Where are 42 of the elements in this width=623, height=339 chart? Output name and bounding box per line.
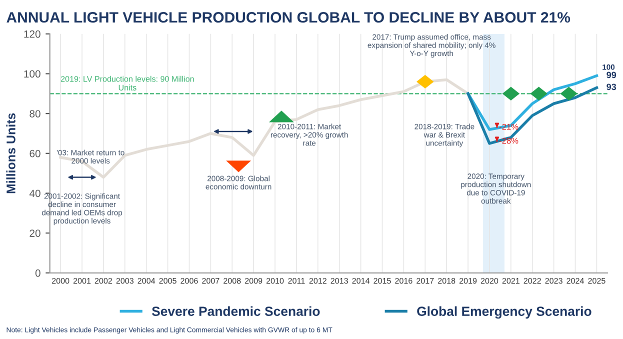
x-tick-label: 2009 [245,278,262,284]
x-tick-label: 2016 [395,278,412,284]
y-tick-label: 80 [30,110,40,118]
x-tick-label: 2022 [524,278,541,284]
y-tick-label: 100 [24,70,40,78]
x-tick-label: 2004 [138,278,156,284]
x-tick-label: 2018 [438,278,456,284]
data-label: 93 [606,84,616,90]
x-tick-label: 2008 [224,278,241,284]
x-tick-label: 2001 [73,278,91,284]
chart-title: ANNUAL LIGHT VEHICLE PRODUCTION GLOBAL TO DECLINE BY ABOUT 21% [6,12,570,23]
annotation: -28% [499,138,518,144]
x-tick-label: 2014 [352,278,370,284]
y-tick-label: 40 [29,190,40,198]
y-axis-title: Millions Units [6,113,16,194]
y-tick-label: 60 [30,150,40,158]
y-tick-label: 0 [35,269,40,277]
x-tick-label: 2019 [459,278,477,284]
ref-line-label: 2019: LV Production levels: 90 Million Units [60,76,194,90]
x-tick-label: 2025 [588,278,606,284]
legend-label: Global Emergency Scenario [417,306,592,319]
x-tick-label: 2015 [374,278,391,284]
x-tick-label: 2000 [52,278,70,284]
data-label: 99 [606,72,616,78]
x-tick-label: 2002 [94,278,112,284]
annotation: -21% [499,124,518,130]
x-tick-label: 2006 [180,278,198,284]
y-tick-label: 20 [30,230,40,237]
x-tick-label: 2023 [545,278,562,284]
y-tick-label: 120 [24,30,40,38]
x-tick-label: 2007 [202,278,220,284]
x-tick-label: 2010 [266,278,284,284]
x-tick-label: 2012 [309,278,326,284]
x-tick-label: 2024 [566,278,584,284]
x-tick-label: 2005 [159,278,176,284]
x-tick-label: 2013 [330,278,348,284]
x-tick-label: 2021 [502,278,520,284]
x-tick-label: 2017 [416,278,434,284]
x-tick-label: 2020 [480,278,498,284]
legend-label: Severe Pandemic Scenario [152,306,320,316]
x-tick-label: 2003 [116,278,134,284]
x-tick-label: 2011 [288,278,305,284]
